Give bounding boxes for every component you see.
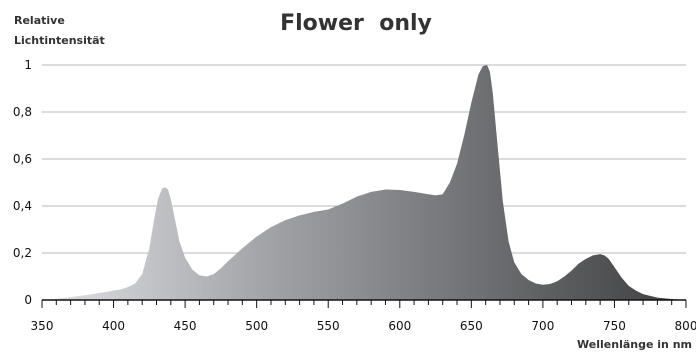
x-tick-label: 350 [31, 319, 54, 333]
x-tick-label: 750 [603, 319, 626, 333]
x-axis [41, 299, 687, 308]
y-tick-label: 0,8 [13, 105, 32, 119]
x-tick-label: 400 [102, 319, 125, 333]
y-tick-label: 1 [24, 58, 32, 72]
y-tick-label: 0 [24, 293, 32, 307]
x-tick-label: 550 [317, 319, 340, 333]
x-tick-labels: 350 400 450 500 550 600 650 700 750 800 [31, 319, 696, 333]
x-tick-label: 650 [460, 319, 483, 333]
grid-lines [42, 64, 686, 254]
x-tick-label: 700 [531, 319, 554, 333]
y-tick-label: 0,4 [13, 199, 32, 213]
x-tick-label: 450 [174, 319, 197, 333]
x-tick-label: 500 [245, 319, 268, 333]
y-axis-label-line-1: Relative [14, 14, 65, 27]
x-axis-label: Wellenlänge in nm [577, 338, 692, 351]
y-tick-label: 0,6 [13, 152, 32, 166]
chart-title: Flower only [280, 11, 432, 36]
x-tick-label: 800 [675, 319, 696, 333]
y-axis-label-line-2: Lichtintensität [14, 34, 105, 47]
spectrum-area [42, 65, 686, 300]
x-tick-label: 600 [388, 319, 411, 333]
y-tick-labels: 0 0,2 0,4 0,6 0,8 1 [13, 58, 32, 307]
y-tick-label: 0,2 [13, 246, 32, 260]
